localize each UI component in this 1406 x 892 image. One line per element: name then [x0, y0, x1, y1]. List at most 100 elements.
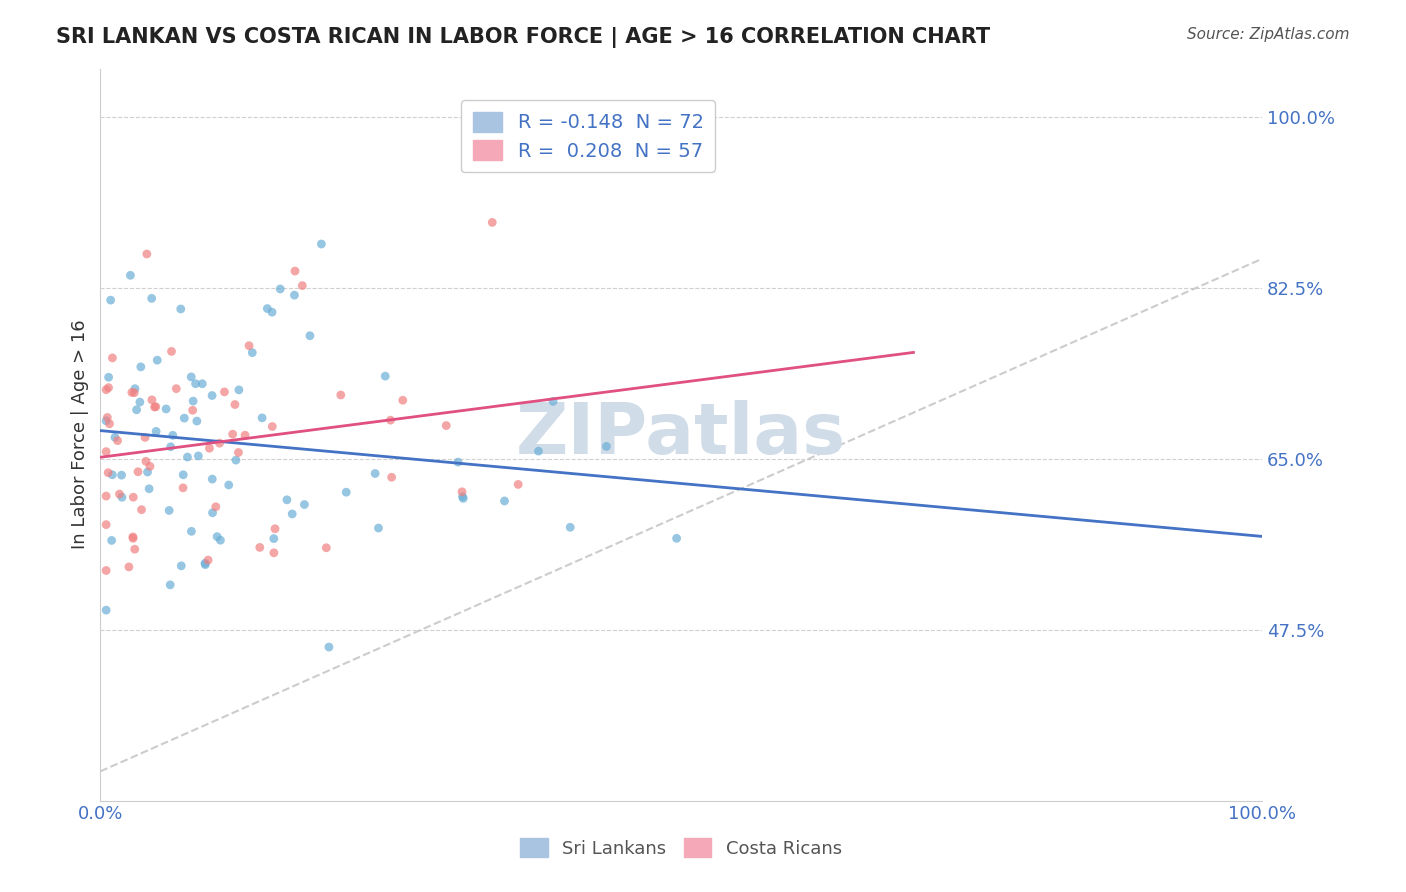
- Point: [201, 388, 224, 402]
- Point: [451, 490, 474, 504]
- Point: [262, 419, 284, 434]
- Point: [665, 532, 688, 546]
- Point: [595, 439, 617, 453]
- Point: [96, 517, 118, 532]
- Point: [364, 467, 387, 481]
- Point: [138, 482, 160, 496]
- Text: SRI LANKAN VS COSTA RICAN IN LABOR FORCE | AGE > 16 CORRELATION CHART: SRI LANKAN VS COSTA RICAN IN LABOR FORCE…: [56, 27, 990, 48]
- Point: [198, 442, 221, 456]
- Point: [256, 301, 278, 316]
- Point: [176, 450, 198, 464]
- Point: [284, 264, 307, 278]
- Point: [294, 498, 316, 512]
- Point: [451, 484, 474, 499]
- Point: [96, 410, 118, 425]
- Point: [291, 278, 314, 293]
- Point: [155, 401, 177, 416]
- Point: [159, 440, 181, 454]
- Point: [122, 530, 145, 544]
- Point: [96, 489, 118, 503]
- Point: [201, 506, 224, 520]
- Point: [218, 478, 240, 492]
- Point: [139, 459, 162, 474]
- Legend: R = -0.148  N = 72, R =  0.208  N = 57: R = -0.148 N = 72, R = 0.208 N = 57: [461, 100, 716, 172]
- Point: [224, 398, 246, 412]
- Text: Source: ZipAtlas.com: Source: ZipAtlas.com: [1187, 27, 1350, 42]
- Point: [121, 385, 143, 400]
- Point: [194, 556, 217, 570]
- Point: [494, 494, 516, 508]
- Point: [131, 502, 153, 516]
- Point: [201, 472, 224, 486]
- Point: [380, 413, 402, 427]
- Point: [97, 370, 120, 384]
- Point: [205, 530, 228, 544]
- Point: [181, 394, 204, 409]
- Point: [318, 640, 340, 654]
- Point: [264, 522, 287, 536]
- Point: [170, 558, 193, 573]
- Point: [180, 370, 202, 384]
- Point: [184, 376, 207, 391]
- Point: [208, 436, 231, 450]
- Point: [311, 237, 333, 252]
- Point: [315, 541, 337, 555]
- Point: [96, 444, 118, 458]
- Point: [122, 385, 145, 400]
- Point: [374, 369, 396, 384]
- Point: [96, 564, 118, 578]
- Point: [228, 445, 250, 459]
- Point: [204, 500, 226, 514]
- Point: [173, 411, 195, 425]
- Point: [101, 467, 124, 482]
- Point: [129, 359, 152, 374]
- Point: [107, 434, 129, 448]
- Point: [240, 345, 263, 359]
- Point: [214, 384, 236, 399]
- Point: [157, 503, 180, 517]
- Y-axis label: In Labor Force | Age > 16: In Labor Force | Age > 16: [72, 319, 89, 549]
- Point: [508, 477, 530, 491]
- Point: [134, 430, 156, 444]
- Point: [391, 393, 413, 408]
- Point: [124, 542, 146, 557]
- Point: [96, 603, 118, 617]
- Point: [181, 403, 204, 417]
- Point: [172, 481, 194, 495]
- Point: [100, 533, 122, 548]
- Point: [481, 215, 503, 229]
- Point: [162, 428, 184, 442]
- Point: [527, 444, 550, 458]
- Point: [98, 417, 121, 431]
- Point: [145, 400, 167, 414]
- Point: [141, 291, 163, 305]
- Point: [135, 454, 157, 468]
- Point: [170, 301, 193, 316]
- Point: [281, 507, 304, 521]
- Point: [101, 351, 124, 365]
- Point: [159, 578, 181, 592]
- Point: [263, 532, 285, 546]
- Point: [560, 520, 582, 534]
- Point: [225, 453, 247, 467]
- Point: [329, 388, 352, 402]
- Point: [221, 427, 243, 442]
- Point: [97, 381, 120, 395]
- Point: [110, 468, 132, 483]
- Point: [180, 524, 202, 539]
- Point: [96, 414, 118, 428]
- Point: [187, 449, 209, 463]
- Point: [260, 305, 283, 319]
- Point: [128, 395, 150, 409]
- Point: [263, 546, 285, 560]
- Point: [124, 382, 146, 396]
- Point: [96, 383, 118, 397]
- Point: [194, 558, 217, 572]
- Point: [186, 414, 208, 428]
- Point: [238, 339, 260, 353]
- Point: [381, 470, 404, 484]
- Text: ZIPatlas: ZIPatlas: [516, 401, 846, 469]
- Point: [335, 485, 357, 500]
- Point: [120, 268, 142, 283]
- Point: [298, 328, 321, 343]
